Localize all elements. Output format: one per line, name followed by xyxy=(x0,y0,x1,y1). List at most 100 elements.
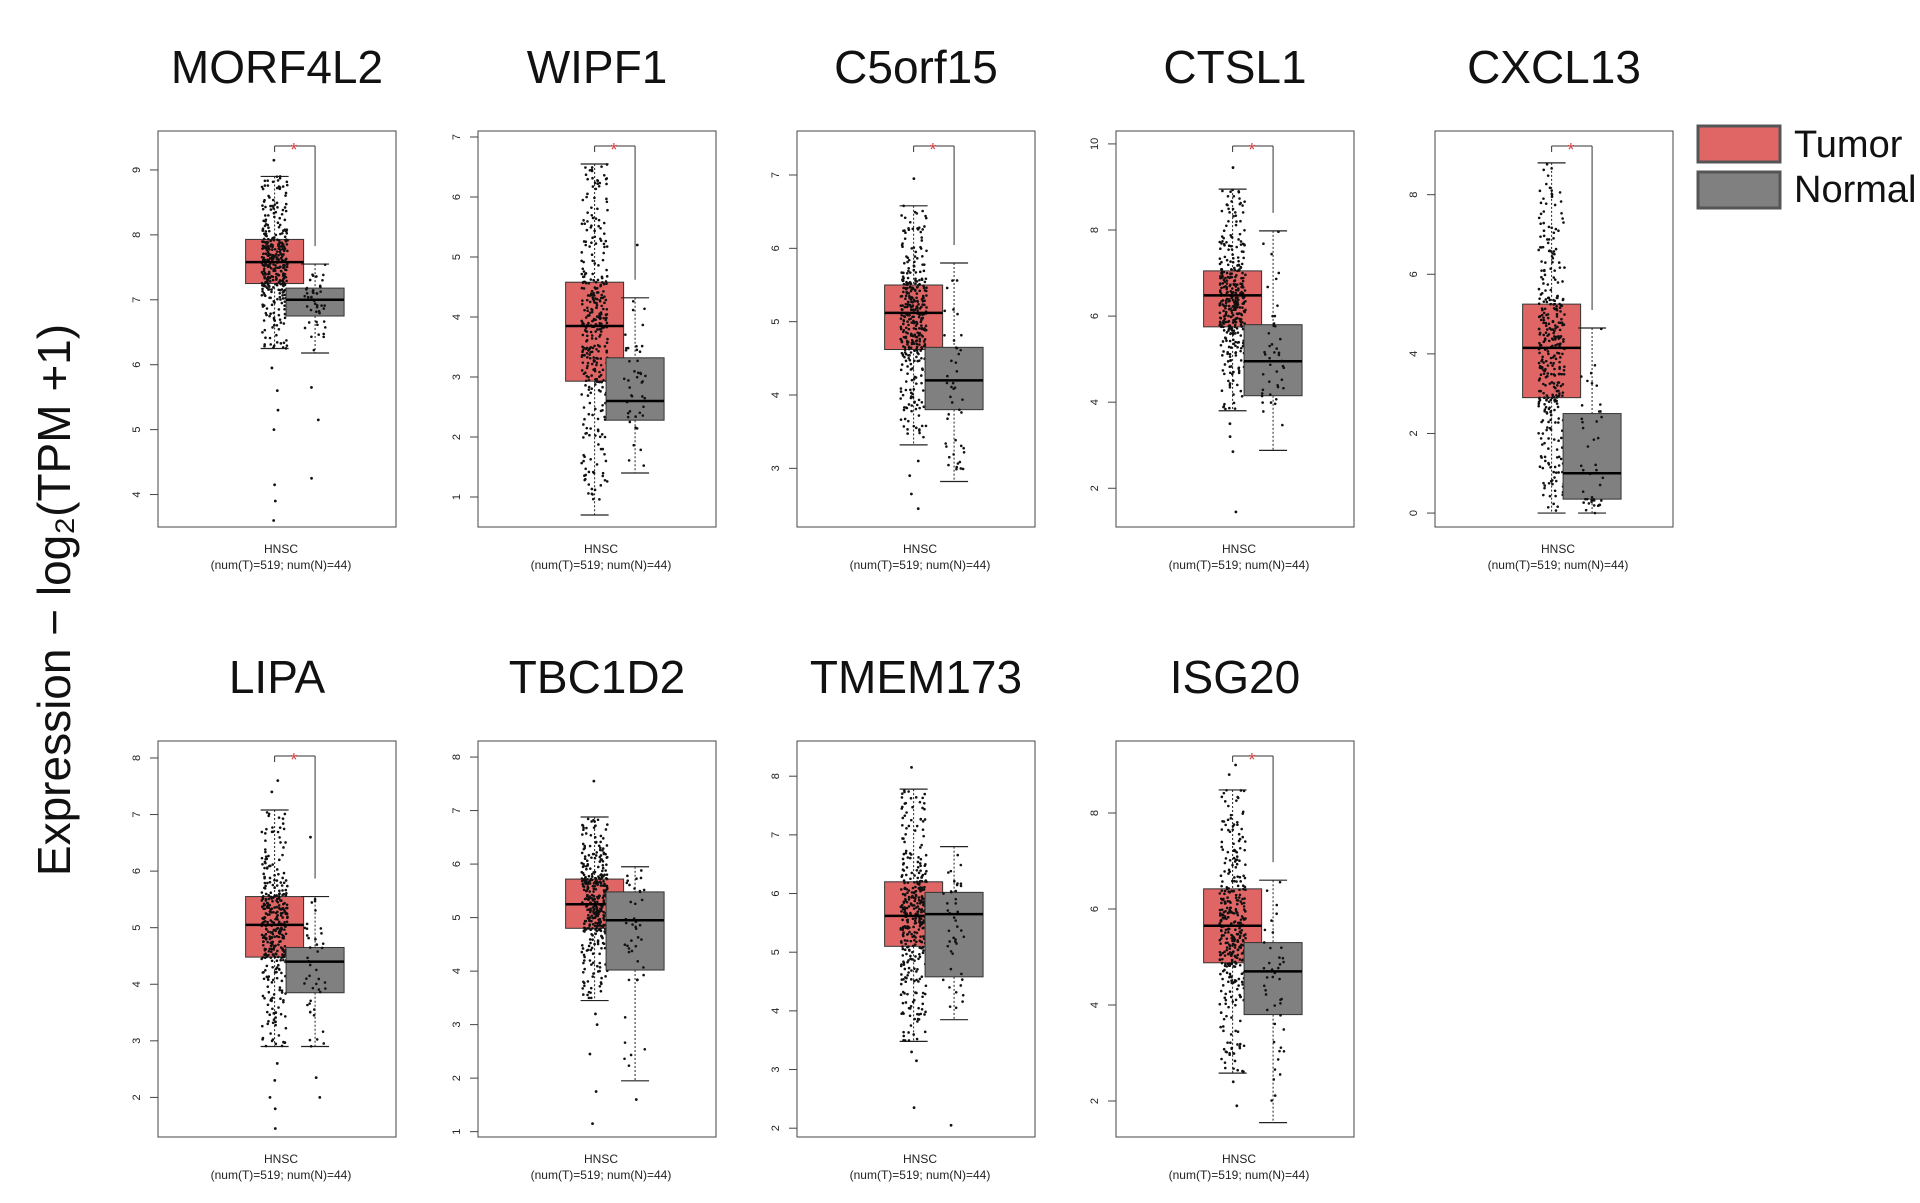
data-point xyxy=(1230,309,1233,313)
data-point xyxy=(263,996,266,1000)
data-point xyxy=(1239,243,1243,246)
data-point xyxy=(914,796,918,799)
data-point xyxy=(271,978,275,982)
data-point xyxy=(917,1013,921,1016)
data-point xyxy=(906,973,909,977)
data-point xyxy=(593,900,597,904)
data-point xyxy=(1274,277,1278,281)
data-point xyxy=(594,932,597,936)
data-point xyxy=(921,991,925,995)
data-point xyxy=(1234,1003,1237,1007)
data-point xyxy=(1280,378,1284,382)
data-point xyxy=(1218,958,1222,961)
data-point xyxy=(594,280,598,284)
data-point xyxy=(907,1031,910,1034)
data-point xyxy=(602,290,605,293)
data-point xyxy=(627,947,631,950)
data-point xyxy=(922,296,925,300)
data-point xyxy=(1236,283,1239,286)
data-point xyxy=(283,293,286,297)
data-point xyxy=(917,886,921,890)
data-point xyxy=(1224,998,1228,1002)
data-point xyxy=(588,919,591,923)
data-point xyxy=(917,898,921,902)
outlier-point xyxy=(273,1127,277,1130)
outlier-point xyxy=(272,158,276,162)
data-point xyxy=(906,939,909,943)
data-point xyxy=(595,463,599,466)
data-point xyxy=(317,977,321,981)
data-point xyxy=(583,877,586,881)
data-point xyxy=(1233,332,1237,335)
data-point xyxy=(899,982,903,986)
data-point xyxy=(598,855,602,859)
data-point xyxy=(310,901,314,904)
data-point xyxy=(599,884,603,887)
data-point xyxy=(1243,289,1247,292)
data-point xyxy=(586,356,589,359)
data-point xyxy=(262,907,265,911)
data-point xyxy=(1225,971,1229,975)
data-point xyxy=(595,929,599,933)
data-point xyxy=(595,361,599,364)
data-point xyxy=(900,243,904,247)
data-point xyxy=(590,213,594,217)
data-point xyxy=(591,938,594,941)
data-point xyxy=(1235,273,1238,277)
data-point xyxy=(1219,953,1223,957)
data-point xyxy=(1221,957,1224,961)
data-point xyxy=(920,975,924,979)
panel-title: WIPF1 xyxy=(527,41,668,93)
data-point xyxy=(1223,950,1226,954)
data-point xyxy=(263,179,267,183)
data-point xyxy=(592,961,595,965)
data-point xyxy=(284,258,287,262)
data-point xyxy=(913,967,916,970)
data-point xyxy=(1230,311,1234,315)
data-point xyxy=(959,882,963,885)
data-point xyxy=(584,371,587,375)
data-point xyxy=(261,263,265,267)
data-point xyxy=(1241,810,1245,814)
data-point xyxy=(265,964,269,968)
data-point xyxy=(284,191,288,195)
data-point xyxy=(914,250,918,254)
outlier-point xyxy=(1231,1080,1235,1084)
data-point xyxy=(1277,271,1281,275)
data-point xyxy=(1229,315,1233,319)
data-point xyxy=(275,333,278,337)
data-point xyxy=(273,301,276,304)
data-point xyxy=(282,908,285,911)
data-point xyxy=(1234,320,1238,324)
data-point xyxy=(281,953,284,956)
data-point xyxy=(277,273,281,277)
data-point xyxy=(915,305,919,308)
data-point xyxy=(901,945,904,948)
data-point xyxy=(1220,389,1224,393)
data-point xyxy=(1595,420,1598,423)
data-point xyxy=(308,1010,312,1014)
data-point xyxy=(915,345,919,349)
data-point xyxy=(312,1008,316,1011)
data-point xyxy=(633,902,637,906)
data-point xyxy=(586,908,589,912)
data-point xyxy=(277,308,281,311)
data-point xyxy=(277,967,281,971)
data-point xyxy=(281,911,284,915)
data-point xyxy=(1241,211,1245,214)
data-point xyxy=(1543,484,1547,487)
data-point xyxy=(581,321,585,324)
data-point xyxy=(906,432,909,435)
data-point xyxy=(323,981,327,984)
data-point xyxy=(1238,875,1242,879)
data-point xyxy=(277,253,280,257)
data-point xyxy=(1218,938,1222,942)
data-point xyxy=(901,934,905,938)
data-point xyxy=(1225,240,1228,244)
data-point xyxy=(923,818,927,821)
data-point xyxy=(1593,511,1597,515)
data-point xyxy=(1544,384,1547,387)
data-point xyxy=(1547,407,1551,411)
data-point xyxy=(916,299,919,303)
data-point xyxy=(583,955,586,959)
